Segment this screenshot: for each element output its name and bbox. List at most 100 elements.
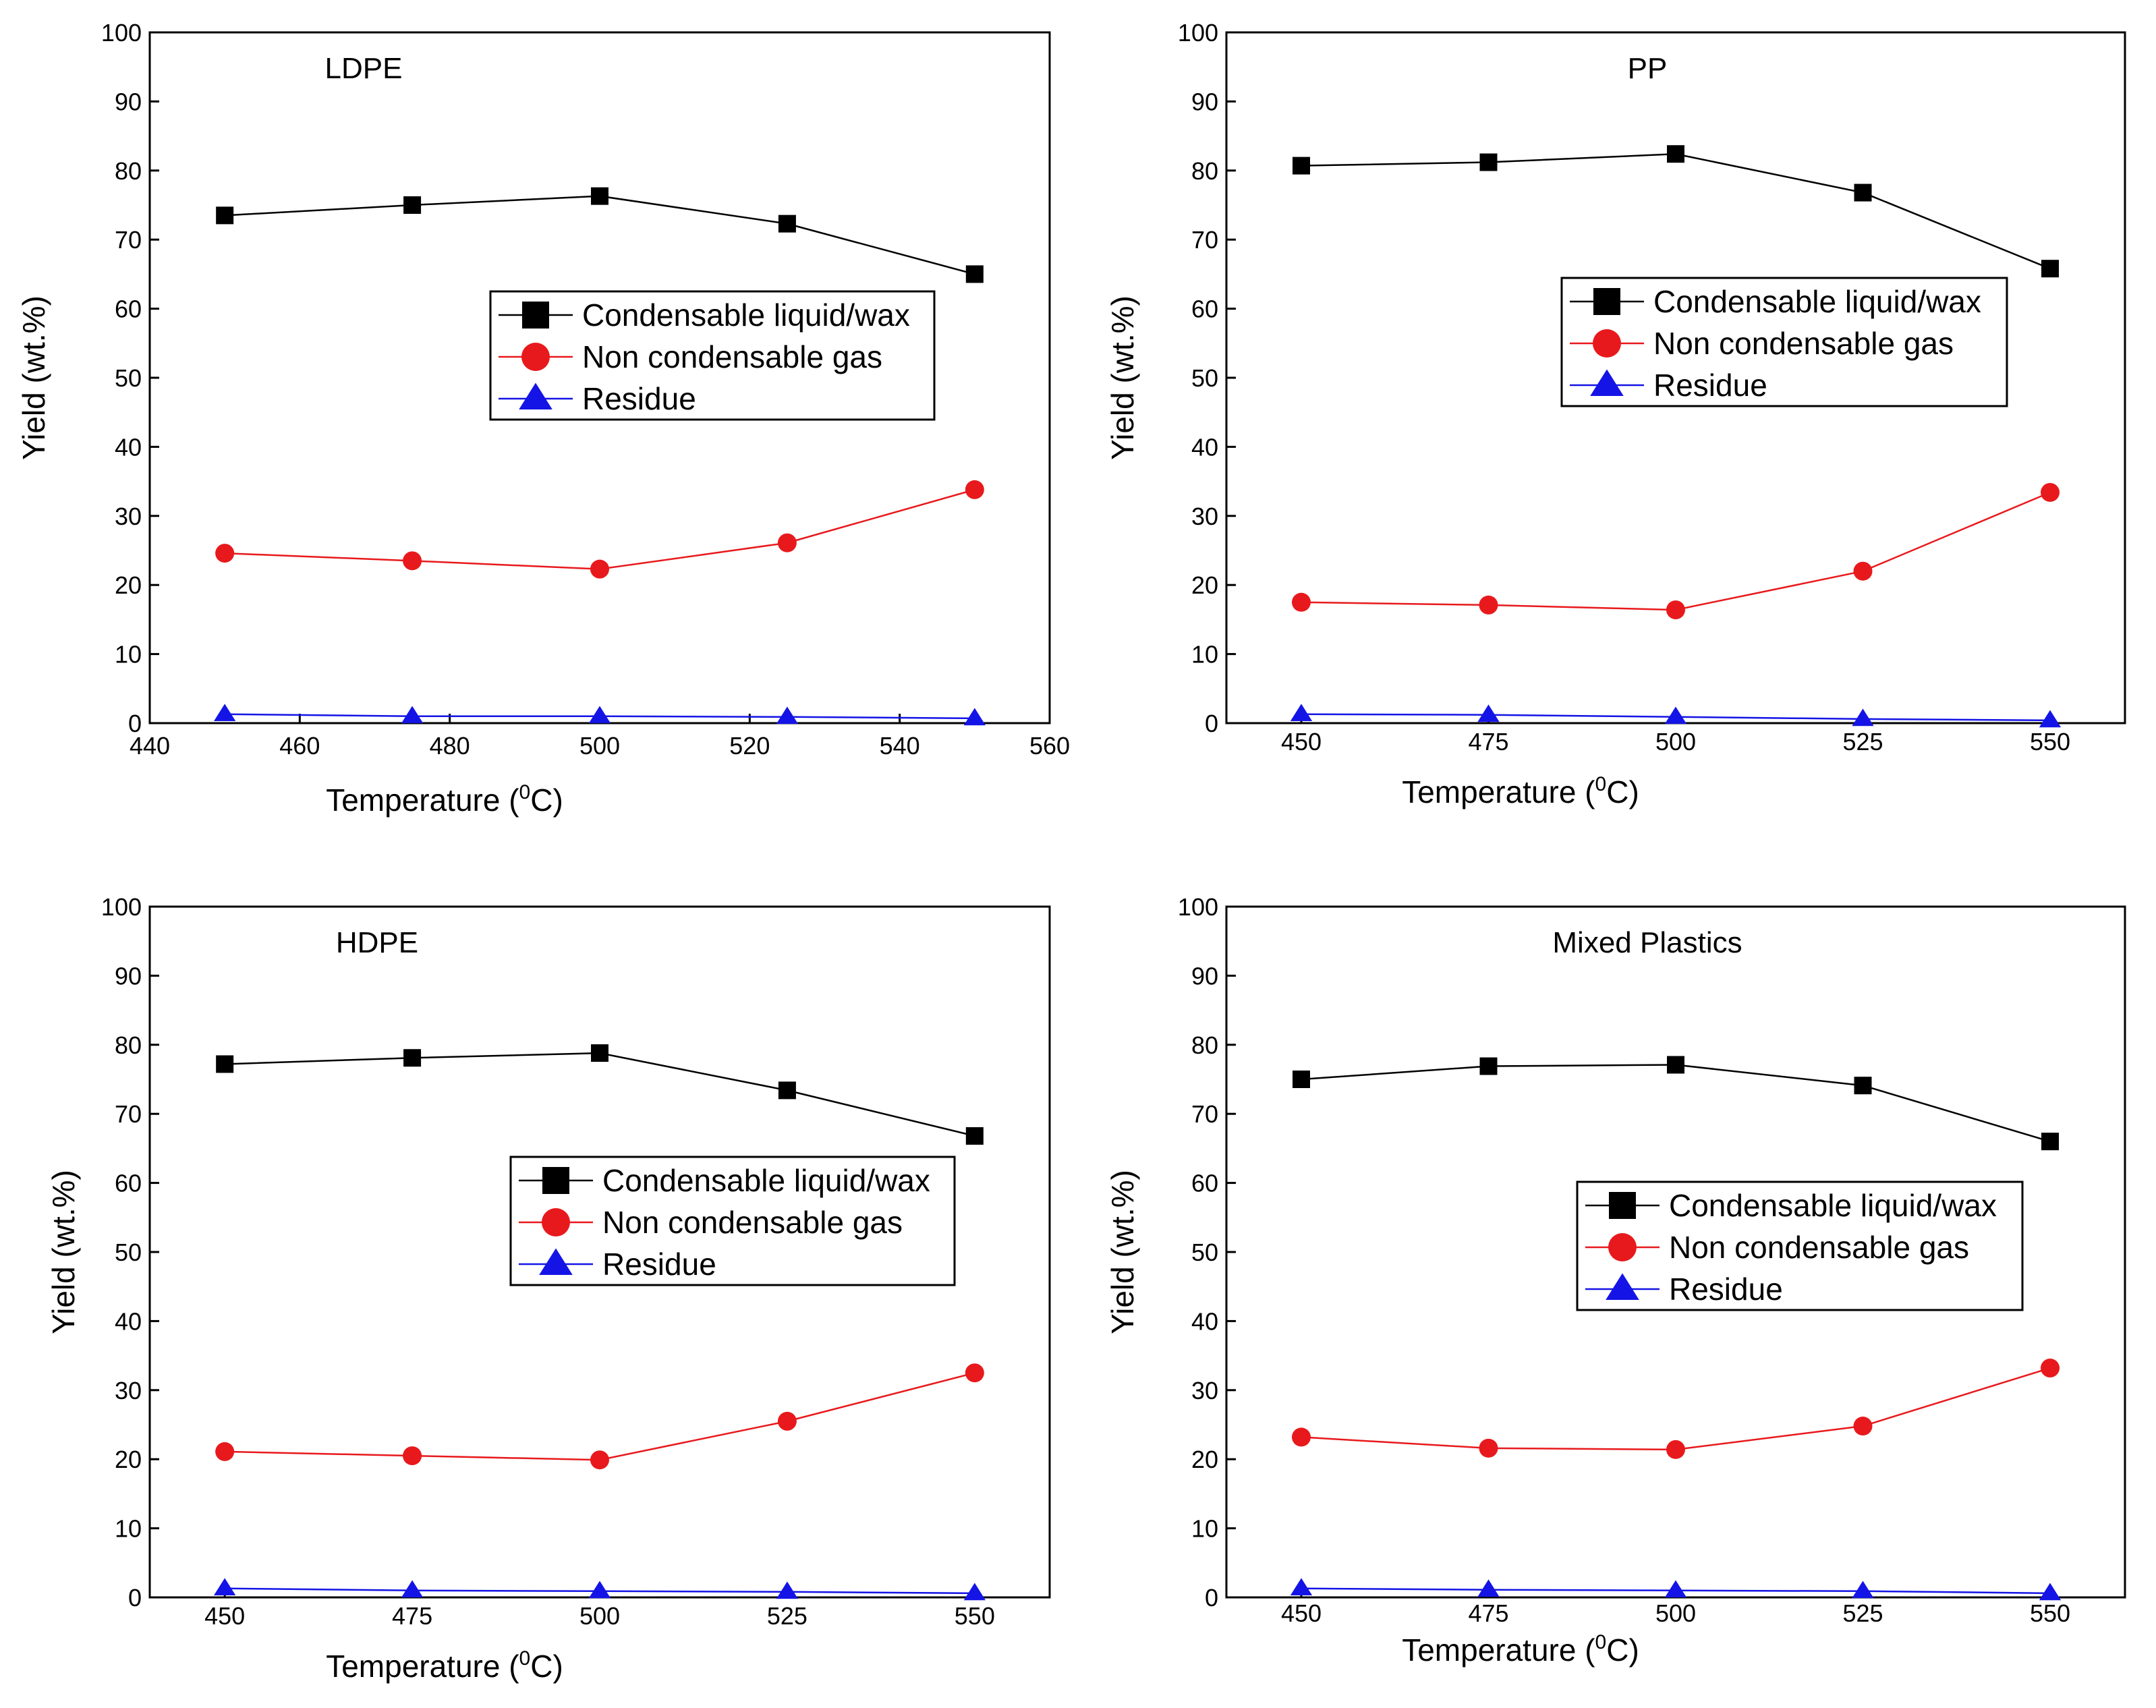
- x-axis-label-superscript: 0: [1595, 773, 1607, 795]
- data-point-condensable-liquid-wax: [2041, 260, 2059, 278]
- x-axis-label-unit: C): [530, 1649, 563, 1684]
- data-point-condensable-liquid-wax: [1293, 156, 1310, 175]
- x-tick-label: 500: [579, 1602, 620, 1630]
- y-tick-label: 20: [1191, 1446, 1218, 1473]
- y-tick-label: 80: [1191, 157, 1218, 185]
- y-tick-label: 90: [115, 962, 142, 990]
- data-point-condensable-liquid-wax: [1667, 145, 1684, 163]
- legend-label-non-condensable-gas: Non condensable gas: [602, 1205, 903, 1240]
- y-tick-label: 100: [101, 893, 142, 921]
- data-point-non-condensable-gas: [1853, 561, 1873, 581]
- y-axis-label: Yield (wt.%): [46, 1170, 81, 1334]
- x-tick-label: 525: [1842, 728, 1883, 756]
- data-point-residue: [588, 706, 611, 724]
- y-tick-label: 30: [115, 1377, 142, 1404]
- series-line-non-condensable-gas: [1301, 1367, 2051, 1451]
- legend: Condensable liquid/wax Non condensable ga…: [509, 1156, 956, 1286]
- data-point-non-condensable-gas: [403, 551, 422, 571]
- legend-marker-residue: [1606, 1273, 1639, 1300]
- legend-label-residue: Residue: [1669, 1272, 1783, 1307]
- y-tick-label: 70: [1191, 226, 1218, 254]
- x-axis-label-unit: C): [1606, 1632, 1639, 1668]
- data-point-non-condensable-gas: [1292, 592, 1311, 612]
- legend-marker-condensable-liquid-wax: [1593, 288, 1620, 315]
- x-axis-label: Temperature (0C): [1402, 773, 1639, 809]
- legend: Condensable liquid/wax Non condensable ga…: [1560, 277, 2008, 407]
- data-point-condensable-liquid-wax: [778, 215, 796, 233]
- x-tick-label: 450: [204, 1602, 245, 1630]
- data-point-residue: [588, 1581, 611, 1599]
- x-axis-label: Temperature (0C): [326, 781, 563, 818]
- y-axis-label: Yield (wt.%): [1105, 1170, 1140, 1334]
- x-tick-label: 475: [392, 1602, 432, 1630]
- panel-title: PP: [1628, 52, 1668, 85]
- y-tick-label: 40: [115, 433, 142, 461]
- y-tick-label: 20: [115, 1446, 142, 1473]
- data-point-residue: [1852, 1581, 1874, 1599]
- data-point-residue: [1477, 704, 1500, 722]
- y-tick-label: 30: [1191, 1377, 1218, 1404]
- y-tick-label: 80: [1191, 1031, 1218, 1059]
- y-tick-label: 90: [115, 88, 142, 115]
- x-tick-label: 550: [955, 1602, 995, 1630]
- x-tick-label: 460: [279, 732, 320, 760]
- data-point-residue: [963, 1583, 986, 1601]
- data-point-condensable-liquid-wax: [965, 1127, 984, 1145]
- chart-panel-mixed-plastics: 0 10 20 30 40 50 60 70 80 90 100 450 475 500 525 550 Mix…: [1105, 893, 2126, 1668]
- x-tick-label: 450: [1281, 728, 1322, 756]
- y-tick-label: 80: [115, 157, 142, 185]
- x-axis-label: Temperature (0C): [326, 1647, 563, 1684]
- data-point-non-condensable-gas: [777, 533, 797, 552]
- legend-label-residue: Residue: [602, 1247, 716, 1282]
- legend-label-non-condensable-gas: Non condensable gas: [582, 339, 882, 374]
- data-point-residue: [1664, 1580, 1687, 1598]
- data-point-condensable-liquid-wax: [1293, 1071, 1310, 1088]
- data-point-condensable-liquid-wax: [591, 1044, 608, 1062]
- series-line-condensable-liquid-wax: [225, 1052, 975, 1137]
- y-tick-label: 40: [115, 1307, 142, 1335]
- y-tick-label: 0: [128, 1584, 142, 1612]
- y-tick-label: 90: [1191, 88, 1218, 115]
- panel-title: LDPE: [325, 52, 403, 85]
- series-line-non-condensable-gas: [225, 488, 975, 570]
- y-tick-label: 10: [1191, 641, 1218, 668]
- x-tick-label: 480: [430, 732, 470, 760]
- legend-label-condensable-liquid-wax: Condensable liquid/wax: [1653, 284, 1981, 319]
- y-tick-label: 0: [1205, 1584, 1218, 1612]
- x-tick-label: 550: [2030, 728, 2070, 756]
- y-tick-label: 20: [1191, 571, 1218, 599]
- panel-title: Mixed Plastics: [1552, 926, 1742, 959]
- data-point-non-condensable-gas: [1666, 1440, 1685, 1459]
- y-tick-label: 70: [115, 1100, 142, 1128]
- chart-panel-pp: 0 10 20 30 40 50 60 70 80 90 100 450 475 500 525 550 PP T…: [1105, 19, 2126, 809]
- legend-marker-non-condensable-gas: [1608, 1233, 1637, 1261]
- data-point-non-condensable-gas: [215, 544, 235, 563]
- y-tick-label: 50: [1191, 1239, 1218, 1266]
- legend-label-non-condensable-gas: Non condensable gas: [1653, 326, 1954, 361]
- legend: Condensable liquid/wax Non condensable ga…: [1576, 1180, 2024, 1311]
- data-point-condensable-liquid-wax: [778, 1081, 796, 1100]
- data-point-residue: [401, 1580, 424, 1598]
- y-tick-label: 40: [1191, 1307, 1218, 1335]
- data-point-residue: [1290, 704, 1313, 722]
- data-point-non-condensable-gas: [2041, 482, 2060, 502]
- legend-label-condensable-liquid-wax: Condensable liquid/wax: [582, 297, 910, 333]
- data-point-residue: [2039, 1583, 2062, 1601]
- legend-label-condensable-liquid-wax: Condensable liquid/wax: [1669, 1188, 1997, 1223]
- legend-marker-residue: [519, 382, 552, 409]
- y-tick-label: 70: [115, 226, 142, 254]
- x-axis-label-superscript: 0: [519, 781, 531, 803]
- data-point-condensable-liquid-wax: [216, 1055, 234, 1073]
- y-tick-label: 0: [128, 710, 142, 737]
- y-tick-label: 50: [115, 364, 142, 392]
- series-line-non-condensable-gas: [1301, 491, 2051, 611]
- legend-marker-non-condensable-gas: [521, 343, 550, 371]
- data-point-residue: [2039, 710, 2062, 728]
- data-point-non-condensable-gas: [590, 559, 609, 579]
- y-tick-label: 80: [115, 1031, 142, 1059]
- x-tick-label: 475: [1468, 1599, 1508, 1627]
- x-tick-label: 525: [1842, 1599, 1883, 1627]
- data-point-non-condensable-gas: [403, 1446, 422, 1466]
- data-point-condensable-liquid-wax: [2041, 1133, 2059, 1151]
